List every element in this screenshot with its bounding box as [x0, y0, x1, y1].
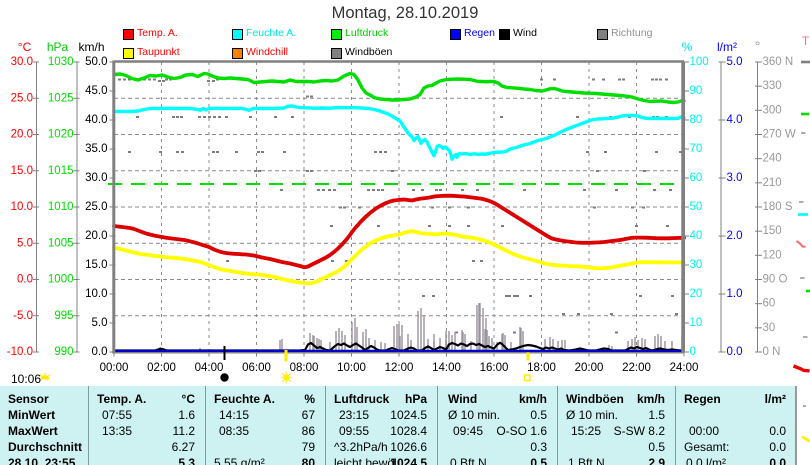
svg-text:1030: 1030	[48, 56, 74, 68]
svg-text:1000: 1000	[48, 274, 74, 286]
svg-text:12:00: 12:00	[385, 362, 414, 374]
svg-text:04:00: 04:00	[195, 362, 224, 374]
svg-text:995: 995	[54, 310, 73, 322]
svg-text:1020: 1020	[48, 129, 74, 141]
svg-text:270 W: 270 W	[763, 129, 796, 141]
svg-text:02:00: 02:00	[147, 362, 176, 374]
svg-text:0 N: 0 N	[763, 346, 781, 358]
svg-text:60: 60	[763, 298, 776, 310]
svg-text:10: 10	[690, 317, 703, 329]
svg-text:40.0: 40.0	[85, 114, 107, 126]
svg-text:5.0: 5.0	[727, 56, 743, 68]
svg-text:0: 0	[690, 346, 696, 358]
svg-text:10.0: 10.0	[11, 201, 33, 213]
svg-text:20:00: 20:00	[575, 362, 604, 374]
svg-text:180 S: 180 S	[763, 201, 793, 213]
svg-text:120: 120	[763, 249, 782, 261]
svg-text:30.0: 30.0	[85, 172, 107, 184]
svg-text:90: 90	[690, 85, 703, 97]
svg-text:50: 50	[690, 201, 703, 213]
svg-text:25.0: 25.0	[11, 92, 33, 104]
svg-text:4.0: 4.0	[727, 114, 743, 126]
svg-text:1005: 1005	[48, 237, 74, 249]
svg-text:-10.0: -10.0	[7, 346, 33, 358]
svg-text:330: 330	[763, 80, 782, 92]
svg-text:08:00: 08:00	[290, 362, 319, 374]
svg-text:50.0: 50.0	[85, 56, 107, 68]
svg-text:210: 210	[763, 177, 782, 189]
svg-text:3.0: 3.0	[727, 172, 743, 184]
svg-text:06:00: 06:00	[242, 362, 271, 374]
svg-text:15.0: 15.0	[11, 165, 33, 177]
svg-text:1010: 1010	[48, 201, 74, 213]
svg-text:14:00: 14:00	[432, 362, 461, 374]
svg-text:300: 300	[763, 104, 782, 116]
svg-text:990: 990	[54, 346, 73, 358]
svg-text:30: 30	[763, 322, 776, 334]
svg-text:15.0: 15.0	[85, 259, 107, 271]
svg-text:20.0: 20.0	[11, 129, 33, 141]
svg-text:45.0: 45.0	[85, 85, 107, 97]
svg-text:70: 70	[690, 143, 703, 155]
svg-text:240: 240	[763, 153, 782, 165]
svg-text:0.0: 0.0	[92, 346, 108, 358]
svg-text:1.0: 1.0	[727, 288, 743, 300]
svg-text:150: 150	[763, 225, 782, 237]
svg-text:30.0: 30.0	[11, 56, 33, 68]
svg-text:2.0: 2.0	[727, 230, 743, 242]
svg-text:5.0: 5.0	[17, 237, 33, 249]
svg-text:10.0: 10.0	[85, 288, 107, 300]
svg-text:24:00: 24:00	[670, 362, 699, 374]
svg-text:0.0: 0.0	[17, 274, 33, 286]
svg-text:1015: 1015	[48, 165, 74, 177]
svg-text:00:00: 00:00	[100, 362, 129, 374]
svg-text:22:00: 22:00	[622, 362, 651, 374]
svg-text:18:00: 18:00	[527, 362, 556, 374]
svg-text:35.0: 35.0	[85, 143, 107, 155]
svg-text:360 N: 360 N	[763, 56, 794, 68]
svg-text:90 O: 90 O	[763, 274, 788, 286]
svg-text:100: 100	[690, 56, 709, 68]
svg-text:60: 60	[690, 172, 703, 184]
svg-text:40: 40	[690, 230, 703, 242]
svg-text:25.0: 25.0	[85, 201, 107, 213]
svg-text:30: 30	[690, 259, 703, 271]
svg-text:20: 20	[690, 288, 703, 300]
svg-text:20.0: 20.0	[85, 230, 107, 242]
svg-text:1025: 1025	[48, 92, 74, 104]
svg-text:-5.0: -5.0	[13, 310, 33, 322]
svg-text:10:00: 10:00	[337, 362, 366, 374]
svg-text:16:00: 16:00	[480, 362, 509, 374]
svg-text:80: 80	[690, 114, 703, 126]
svg-text:0.0: 0.0	[727, 346, 743, 358]
svg-text:5.0: 5.0	[92, 317, 108, 329]
